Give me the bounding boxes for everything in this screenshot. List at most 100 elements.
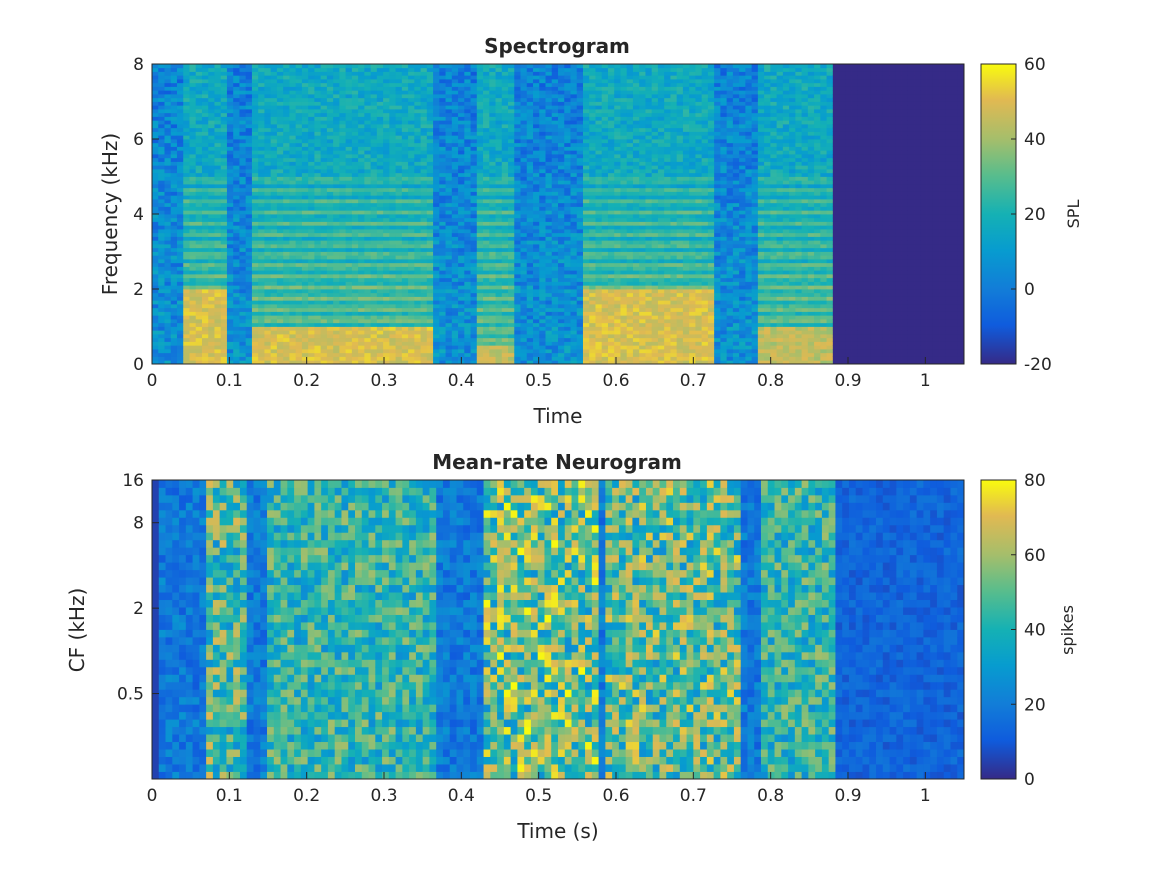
spectrogram-cell — [389, 86, 396, 91]
spectrogram-cell — [345, 352, 353, 357]
spectrogram-cell — [176, 101, 184, 106]
spectrogram-cell — [383, 199, 390, 204]
spectrogram-cell — [401, 157, 409, 162]
spectrogram-cell — [289, 315, 297, 320]
spectrogram-cell — [458, 97, 465, 102]
spectrogram-cell — [514, 191, 521, 196]
spectrogram-cell — [501, 345, 509, 350]
spectrogram-cell — [464, 67, 471, 72]
spectrogram-cell — [301, 251, 309, 256]
spectrogram-cell — [376, 255, 384, 260]
spectrogram-cell — [514, 210, 521, 215]
spectrogram-cell — [470, 274, 478, 279]
spectrogram-cell — [526, 360, 534, 365]
spectrogram-cell — [295, 266, 303, 271]
spectrogram-cell — [370, 97, 378, 102]
spectrogram-cell — [495, 105, 503, 110]
spectrogram-cell — [445, 206, 453, 211]
spectrogram-cell — [464, 322, 471, 327]
spectrogram-cell — [501, 71, 509, 76]
spectrogram-cell — [401, 300, 409, 305]
spectrogram-cell — [395, 82, 403, 87]
spectrogram-cell — [470, 214, 478, 219]
spectrogram-cell — [264, 360, 272, 365]
spectrogram-cell — [439, 360, 446, 365]
spectrogram-cell — [458, 210, 465, 215]
spectrogram-cell — [533, 131, 540, 136]
spectrogram-cell — [233, 105, 240, 110]
spectrogram-cell — [526, 277, 534, 282]
spectrogram-cell — [251, 135, 259, 140]
spectrogram-cell — [470, 124, 478, 129]
spectrogram-cell — [289, 221, 297, 226]
spectrogram-cell — [314, 109, 322, 114]
spectrogram-cell — [476, 127, 484, 132]
spectrogram-cell — [176, 315, 184, 320]
spectrogram-cell — [220, 304, 228, 309]
spectrogram-cell — [270, 259, 278, 264]
spectrogram-cell — [164, 319, 172, 324]
spectrogram-cell — [264, 244, 272, 249]
spectrogram-cell — [176, 165, 184, 170]
spectrogram-cell — [258, 71, 265, 76]
spectrogram-cell — [470, 131, 478, 136]
spectrogram-cell — [195, 255, 203, 260]
spectrogram-cell — [389, 90, 396, 95]
spectrogram-cell — [264, 142, 272, 147]
spectrogram-cell — [152, 266, 159, 271]
spectrogram-cell — [483, 124, 490, 129]
spectrogram-cell — [358, 131, 365, 136]
spectrogram-cell — [483, 240, 490, 245]
spectrogram-cell — [408, 139, 415, 144]
spectrogram-cell — [158, 259, 165, 264]
spectrogram-cell — [364, 127, 372, 132]
spectrogram-cell — [233, 176, 240, 181]
spectrogram-cell — [345, 315, 353, 320]
spectrogram-cell — [470, 277, 478, 282]
spectrogram-cell — [420, 150, 428, 155]
spectrogram-cell — [476, 277, 484, 282]
spectrogram-cell — [433, 217, 440, 222]
spectrogram-cell — [508, 150, 515, 155]
spectrogram-cell — [420, 180, 428, 185]
spectrogram-cell — [433, 289, 440, 294]
spectrogram-cell — [483, 255, 490, 260]
spectrogram-cell — [345, 180, 353, 185]
spectrogram-cell — [158, 274, 165, 279]
spectrogram-cell — [189, 165, 197, 170]
spectrogram-cell — [520, 277, 528, 282]
spectrogram-cell — [226, 274, 234, 279]
spectrogram-cell — [301, 109, 309, 114]
spectrogram-cell — [220, 296, 228, 301]
spectrogram-cell — [201, 300, 209, 305]
spectrogram-cell — [189, 161, 197, 166]
spectrogram-cell — [520, 262, 528, 267]
spectrogram-cell — [301, 195, 309, 200]
spectrogram-cell — [508, 146, 515, 151]
spectrogram-cell — [464, 266, 471, 271]
spectrogram-cell — [195, 277, 203, 282]
spectrogram-cell — [439, 251, 446, 256]
spectrogram-cell — [514, 131, 521, 136]
spectrogram-cell — [220, 90, 228, 95]
spectrogram-heatmap — [152, 64, 965, 365]
spectrogram-cell — [233, 352, 240, 357]
spectrogram-cell — [464, 71, 471, 76]
spectrogram-cell — [176, 229, 184, 234]
spectrogram-cell — [270, 330, 278, 335]
spectrogram-cell — [370, 304, 378, 309]
spectrogram-cell — [389, 221, 396, 226]
spectrogram-cell — [295, 139, 303, 144]
spectrogram-cell — [170, 86, 178, 91]
spectrogram-cell — [283, 304, 290, 309]
spectrogram-cell — [433, 157, 440, 162]
spectrogram-cell — [251, 240, 259, 245]
spectrogram-cell — [270, 221, 278, 226]
spectrogram-cell — [426, 187, 434, 192]
spectrogram-cell — [351, 330, 359, 335]
spectrogram-cell — [326, 187, 334, 192]
spectrogram-cell — [183, 345, 190, 350]
spectrogram-cell — [526, 172, 534, 177]
spectrogram-cell — [401, 210, 409, 215]
spectrogram-cell — [470, 139, 478, 144]
